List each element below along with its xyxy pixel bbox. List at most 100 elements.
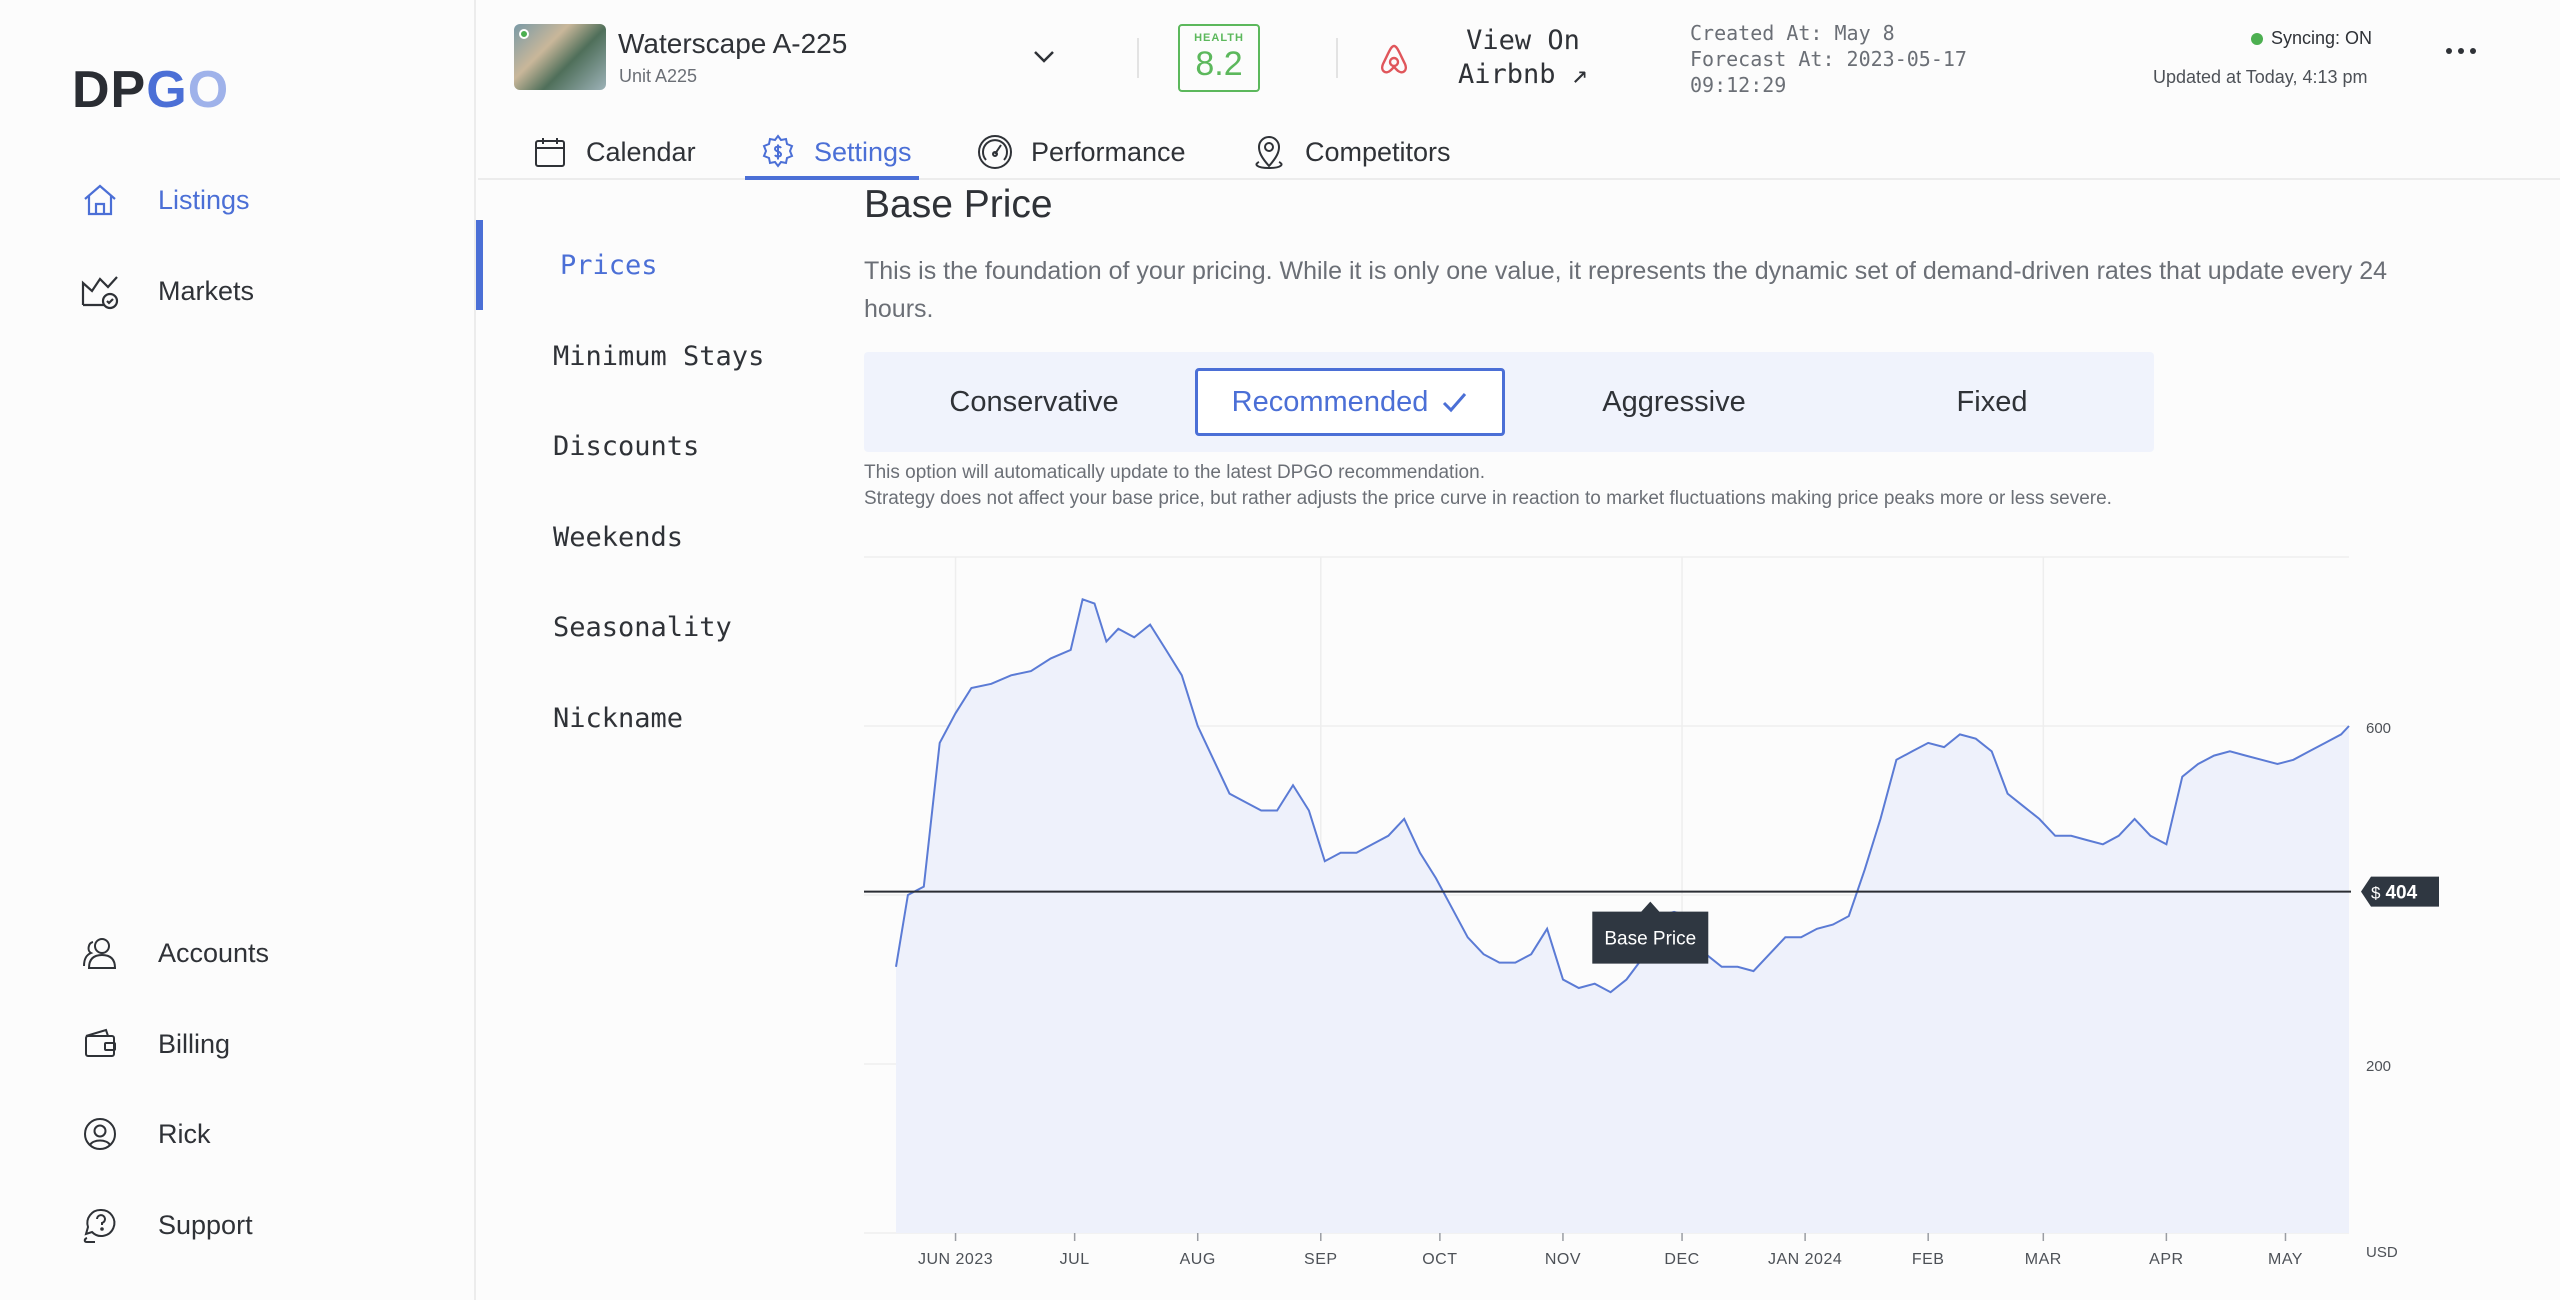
tab-label: Calendar	[586, 136, 696, 167]
sidebar-item-profile[interactable]: Rick	[80, 1104, 211, 1164]
markets-icon	[80, 271, 120, 311]
x-tick-label: JUL	[1060, 1251, 1090, 1268]
tab-settings[interactable]: Settings	[758, 124, 912, 180]
strategy-aggressive[interactable]: Aggressive	[1524, 368, 1824, 436]
tab-label: Competitors	[1305, 136, 1451, 167]
listing-status-dot	[519, 29, 529, 39]
created-at: Created At: May 8	[1690, 21, 1895, 45]
x-tick-label: SEP	[1304, 1251, 1338, 1268]
strategy-recommended[interactable]: Recommended	[1195, 368, 1505, 436]
y-tick-label: 600	[2366, 720, 2391, 737]
x-tick-label: MAY	[2268, 1251, 2303, 1268]
sidebar-item-label: Support	[158, 1209, 253, 1240]
x-tick-label: AUG	[1180, 1251, 1216, 1268]
sync-dot	[2251, 32, 2263, 45]
tab-competitors[interactable]: Competitors	[1249, 124, 1451, 180]
wallet-icon	[80, 1024, 120, 1064]
tab-calendar[interactable]: Calendar	[530, 124, 696, 180]
sidebar-item-label: Billing	[158, 1028, 231, 1059]
x-tick-label: APR	[2149, 1251, 2183, 1268]
subnav-minimum-stays[interactable]: Minimum Stays	[553, 341, 765, 372]
strategy-fixed[interactable]: Fixed	[1842, 368, 2142, 436]
subnav-nickname[interactable]: Nickname	[553, 703, 684, 734]
view-on-line1: View On	[1466, 25, 1580, 56]
sidebar-item-support[interactable]: Support	[80, 1195, 253, 1255]
subnav-weekends[interactable]: Weekends	[553, 522, 684, 553]
price-area	[896, 599, 2349, 1233]
x-tick-label: NOV	[1545, 1251, 1581, 1268]
x-tick-label: MAR	[2025, 1251, 2062, 1268]
top-bar: Waterscape A-225 Unit A225 HEALTH 8.2 Vi…	[478, 0, 2560, 180]
location-pin-icon	[1249, 132, 1289, 172]
view-on-line2: Airbnb ↗	[1458, 59, 1589, 90]
health-label: HEALTH	[1194, 32, 1244, 44]
subnav-discounts[interactable]: Discounts	[553, 431, 700, 462]
health-badge[interactable]: HEALTH 8.2	[1178, 24, 1260, 92]
listing-thumbnail[interactable]	[514, 24, 606, 90]
support-icon	[80, 1205, 120, 1245]
sidebar-item-label: Markets	[158, 275, 255, 306]
x-axis: JUN 2023 JUL AUG SEP OCT NOV DEC JAN 2024 FEB MAR…	[918, 1233, 2303, 1268]
forecast-time: 09:12:29	[1690, 73, 1787, 97]
strategy-label: Conservative	[949, 385, 1119, 418]
gauge-icon	[975, 132, 1015, 172]
x-tick-label: DEC	[1664, 1251, 1699, 1268]
forecast-at: Forecast At: 2023-05-17	[1690, 47, 1967, 71]
page-title: Base Price	[864, 183, 1053, 226]
y-tick-label: 200	[2366, 1058, 2391, 1075]
strategy-label: Aggressive	[1602, 385, 1746, 418]
section-description: This is the foundation of your pricing. …	[864, 257, 2388, 323]
more-options-icon[interactable]	[2441, 30, 2481, 70]
sidebar-item-label: Accounts	[158, 937, 270, 968]
sidebar-item-label: Listings	[158, 184, 250, 215]
sync-status[interactable]: Syncing: ON	[2251, 28, 2372, 49]
tooltip-text: Base Price	[1604, 929, 1696, 950]
accounts-icon	[80, 933, 120, 973]
user-icon	[80, 1114, 120, 1154]
calendar-icon	[530, 132, 570, 172]
listing-name[interactable]: Waterscape A-225	[618, 28, 848, 59]
strategy-note: This option will automatically update to…	[864, 462, 1485, 483]
y-axis-unit: USD	[2366, 1244, 2398, 1261]
base-price-tooltip: Base Price	[1592, 901, 1709, 964]
airbnb-icon[interactable]	[1378, 42, 1410, 76]
updated-at: Updated at Today, 4:13 pm	[2153, 67, 2368, 87]
tab-label: Settings	[814, 136, 912, 167]
x-tick-label: FEB	[1912, 1251, 1945, 1268]
subnav-prices[interactable]: Prices	[560, 250, 658, 281]
base-price-chart[interactable]: JUN 2023 JUL AUG SEP OCT NOV DEC JAN 2024 FEB MAR…	[864, 555, 2444, 1285]
divider	[1137, 38, 1139, 78]
dpgo-logo[interactable]: DPGO	[72, 61, 230, 119]
active-tab-indicator	[745, 176, 919, 180]
x-tick-label: JAN 2024	[1768, 1251, 1842, 1268]
home-icon	[80, 180, 120, 220]
listing-meta: Created At: May 8 Forecast At: 2023-05-1…	[1690, 20, 1967, 98]
tab-performance[interactable]: Performance	[975, 124, 1186, 180]
divider	[1336, 38, 1338, 78]
view-on-airbnb-link[interactable]: View On Airbnb ↗	[1458, 24, 1588, 92]
sidebar-item-listings[interactable]: Listings	[80, 170, 250, 230]
sidebar-item-markets[interactable]: Markets	[80, 261, 254, 321]
sidebar-item-accounts[interactable]: Accounts	[80, 923, 269, 983]
x-tick-label: JUN 2023	[918, 1251, 993, 1268]
sidebar-item-billing[interactable]: Billing	[80, 1014, 230, 1074]
base-price-badge-text: $404	[2371, 883, 2418, 904]
sidebar: DPGO Listings Markets Accounts Billing R…	[0, 0, 476, 1300]
chevron-down-icon[interactable]	[1026, 38, 1062, 74]
tab-label: Performance	[1031, 136, 1186, 167]
checkmark-icon	[1440, 388, 1468, 416]
strategy-label: Recommended	[1231, 385, 1429, 418]
strategy-label: Fixed	[1956, 385, 2028, 418]
strategy-conservative[interactable]: Conservative	[884, 368, 1184, 436]
base-price-badge[interactable]: $404	[2361, 876, 2439, 907]
sidebar-item-label: Rick	[158, 1118, 211, 1149]
subnav-seasonality[interactable]: Seasonality	[553, 612, 732, 643]
price-line	[895, 597, 2350, 994]
sync-label: Syncing: ON	[2271, 28, 2373, 48]
strategy-selector: Conservative Recommended Aggressive Fixe…	[864, 352, 2154, 452]
subnav-active-indicator	[476, 220, 483, 310]
listing-unit: Unit A225	[619, 66, 698, 86]
strategy-note-detail: Strategy does not affect your base price…	[864, 488, 2112, 509]
settings-dollar-icon	[758, 132, 798, 172]
x-tick-label: OCT	[1422, 1251, 1457, 1268]
